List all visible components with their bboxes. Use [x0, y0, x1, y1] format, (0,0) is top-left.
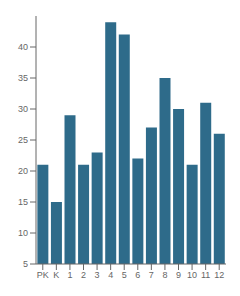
svg-text:8: 8	[162, 270, 167, 280]
svg-text:4: 4	[108, 270, 113, 280]
svg-text:20: 20	[18, 166, 28, 176]
svg-text:30: 30	[18, 104, 28, 114]
svg-text:9: 9	[176, 270, 181, 280]
svg-text:6: 6	[135, 270, 140, 280]
svg-text:35: 35	[18, 73, 28, 83]
svg-text:2: 2	[81, 270, 86, 280]
svg-text:7: 7	[149, 270, 154, 280]
svg-text:1: 1	[67, 270, 72, 280]
svg-text:10: 10	[18, 228, 28, 238]
svg-text:3: 3	[95, 270, 100, 280]
svg-text:5: 5	[122, 270, 127, 280]
svg-text:10: 10	[187, 270, 197, 280]
svg-text:40: 40	[18, 42, 28, 52]
svg-text:5: 5	[23, 259, 28, 269]
svg-text:25: 25	[18, 135, 28, 145]
svg-text:K: K	[53, 270, 59, 280]
svg-text:11: 11	[201, 270, 210, 280]
svg-text:15: 15	[18, 197, 28, 207]
svg-text:12: 12	[214, 270, 224, 280]
svg-text:PK: PK	[37, 270, 49, 280]
